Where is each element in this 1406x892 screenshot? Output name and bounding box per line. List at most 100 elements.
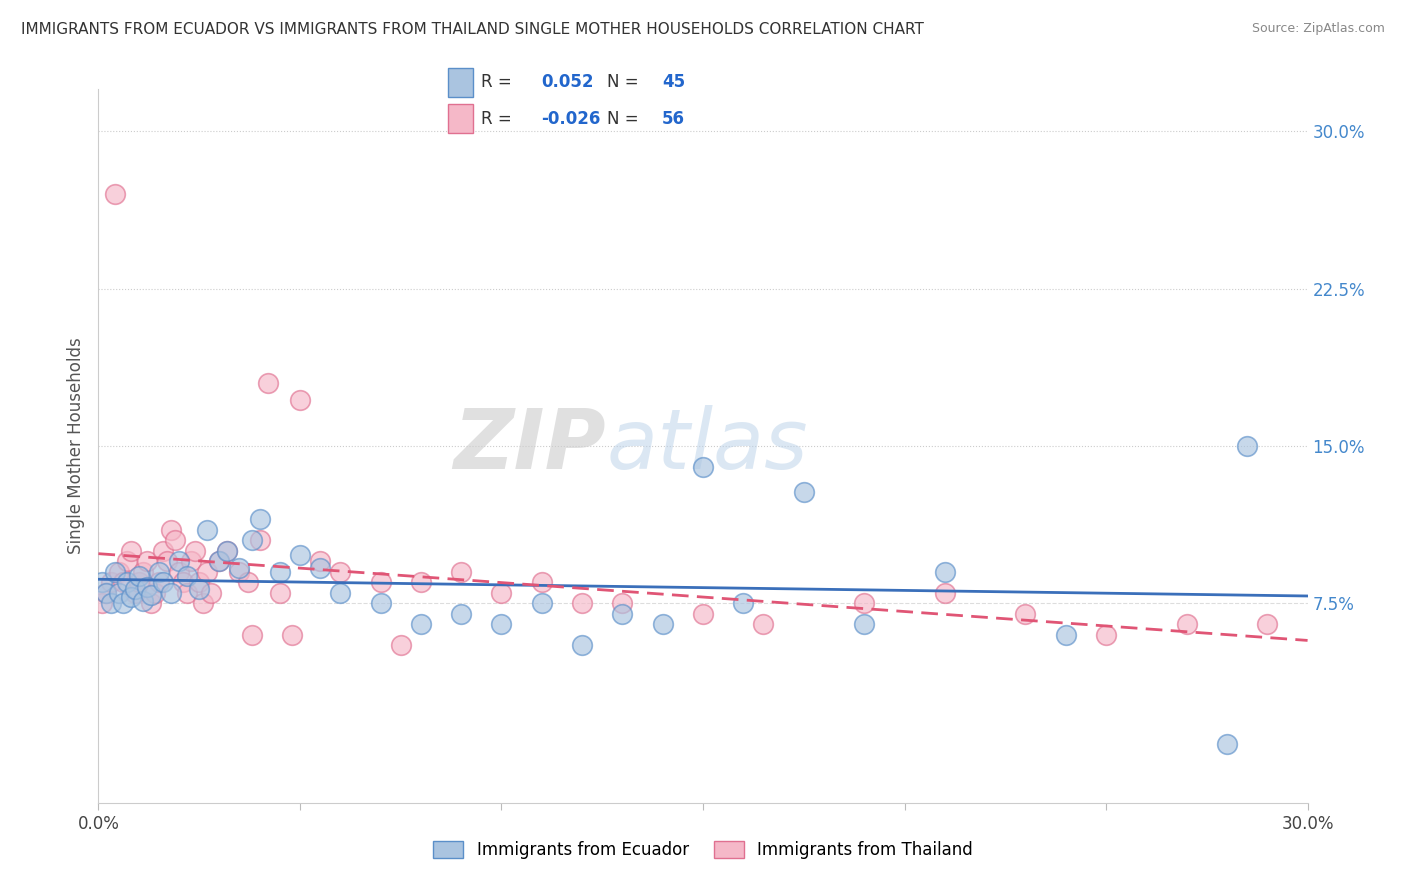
Point [236, 575, 259, 590]
Point [228, 565, 250, 579]
Point [793, 485, 815, 500]
Point [180, 554, 202, 568]
Point [530, 596, 553, 610]
Point [163, 533, 186, 548]
Point [148, 565, 170, 579]
Point [100, 575, 122, 590]
Point [491, 617, 513, 632]
Point [269, 586, 291, 600]
Point [269, 565, 291, 579]
Point [228, 560, 250, 574]
Point [733, 596, 755, 610]
Point [208, 554, 231, 568]
Point [256, 376, 278, 390]
Point [103, 565, 125, 579]
Point [651, 617, 673, 632]
Point [139, 596, 162, 610]
Text: N =: N = [607, 73, 644, 91]
Point [288, 548, 311, 562]
Y-axis label: Single Mother Households: Single Mother Households [66, 338, 84, 554]
Point [409, 575, 432, 590]
Point [115, 554, 138, 568]
Point [329, 565, 352, 579]
Point [139, 588, 162, 602]
Point [450, 607, 472, 621]
Point [188, 575, 211, 590]
Point [240, 533, 263, 548]
Text: atlas: atlas [606, 406, 808, 486]
Point [135, 554, 157, 568]
Point [103, 187, 125, 202]
Text: -0.026: -0.026 [541, 110, 600, 128]
Point [1175, 617, 1198, 632]
Point [128, 575, 150, 590]
FancyBboxPatch shape [449, 68, 472, 96]
Point [91, 575, 114, 590]
Point [612, 607, 634, 621]
Point [120, 590, 142, 604]
Point [156, 554, 179, 568]
Point [124, 586, 146, 600]
FancyBboxPatch shape [449, 104, 472, 133]
Point [370, 575, 392, 590]
Point [96, 586, 118, 600]
Point [195, 565, 218, 579]
Point [128, 569, 150, 583]
Point [1236, 439, 1258, 453]
Point [370, 596, 392, 610]
Point [853, 617, 876, 632]
Point [530, 575, 553, 590]
Point [160, 586, 183, 600]
Point [115, 575, 138, 590]
Point [853, 596, 876, 610]
Text: 0.052: 0.052 [541, 73, 595, 91]
Point [96, 586, 118, 600]
Point [124, 582, 146, 596]
Point [692, 460, 714, 475]
Point [1014, 607, 1036, 621]
Point [111, 575, 134, 590]
Text: ZIP: ZIP [454, 406, 606, 486]
Point [167, 565, 190, 579]
Text: Source: ZipAtlas.com: Source: ZipAtlas.com [1251, 22, 1385, 36]
Point [1054, 628, 1077, 642]
Point [450, 565, 472, 579]
Legend: Immigrants from Ecuador, Immigrants from Thailand: Immigrants from Ecuador, Immigrants from… [426, 834, 980, 866]
Point [240, 628, 263, 642]
Point [612, 596, 634, 610]
Point [1256, 617, 1278, 632]
Point [281, 628, 304, 642]
Point [409, 617, 432, 632]
Point [176, 586, 198, 600]
Point [217, 544, 239, 558]
Point [160, 523, 183, 537]
Text: R =: R = [481, 110, 517, 128]
Text: 45: 45 [662, 73, 685, 91]
Point [152, 575, 174, 590]
Point [176, 569, 198, 583]
Point [91, 596, 114, 610]
Text: R =: R = [481, 73, 517, 91]
Point [132, 594, 155, 608]
Point [934, 586, 956, 600]
Point [571, 639, 593, 653]
Point [934, 565, 956, 579]
Point [249, 512, 271, 526]
Point [329, 586, 352, 600]
Point [120, 544, 142, 558]
Point [132, 565, 155, 579]
Text: IMMIGRANTS FROM ECUADOR VS IMMIGRANTS FROM THAILAND SINGLE MOTHER HOUSEHOLDS COR: IMMIGRANTS FROM ECUADOR VS IMMIGRANTS FR… [21, 22, 924, 37]
Text: 56: 56 [662, 110, 685, 128]
Point [188, 582, 211, 596]
Point [107, 565, 129, 579]
Point [288, 392, 311, 407]
Point [217, 544, 239, 558]
Point [692, 607, 714, 621]
Point [100, 596, 122, 610]
Point [208, 554, 231, 568]
Point [143, 586, 166, 600]
Point [167, 554, 190, 568]
Point [1216, 737, 1239, 751]
Point [389, 639, 412, 653]
Point [195, 523, 218, 537]
